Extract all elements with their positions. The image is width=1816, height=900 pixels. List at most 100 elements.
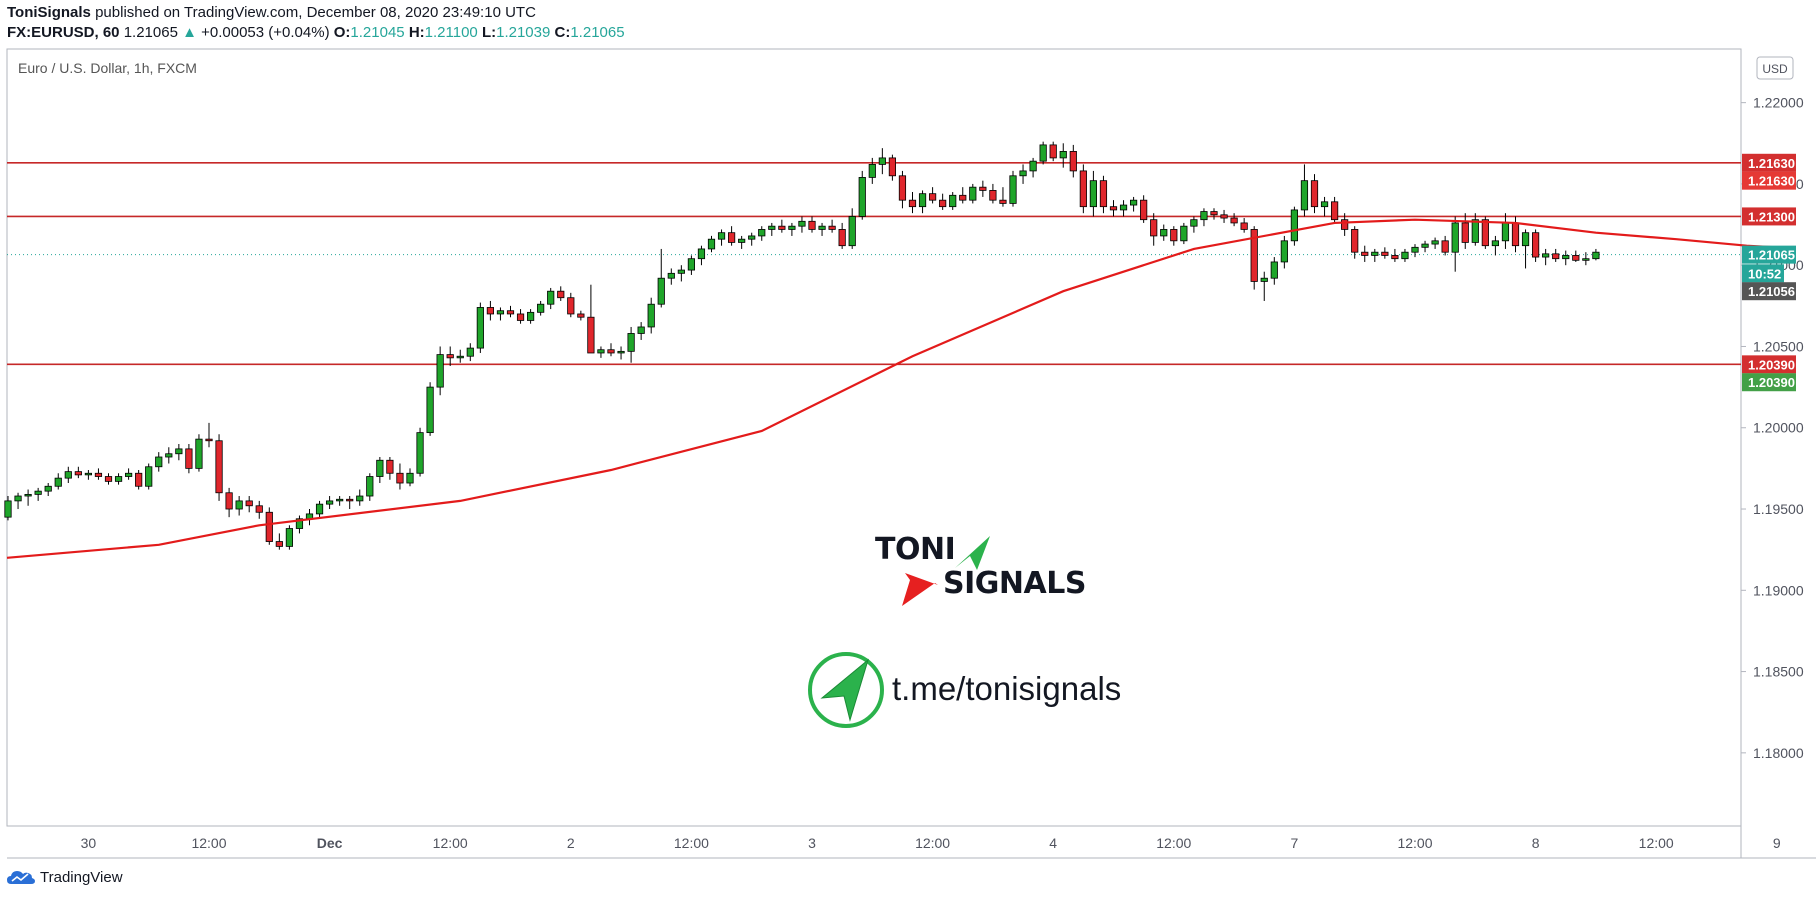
candle-body: [185, 448, 193, 469]
candle-body: [1532, 232, 1540, 258]
time-tick-label: 12:00: [674, 835, 709, 851]
candle-body: [537, 303, 545, 313]
candle-body: [1401, 251, 1409, 260]
candle-body: [1230, 217, 1238, 224]
moving-average-line: [6, 218, 1777, 559]
high-value: 1.21100: [424, 24, 478, 41]
candle-body: [1210, 211, 1218, 216]
candle-body: [215, 440, 223, 494]
price-tick-label: 1.20000: [1753, 420, 1804, 436]
price-tag-label: 1.21300: [1748, 209, 1795, 224]
candle-body: [1521, 232, 1530, 247]
publisher-name[interactable]: ToniSignals: [7, 4, 91, 21]
telegram-link[interactable]: t.me/tonisignals: [892, 670, 1122, 707]
candle-body: [557, 290, 565, 299]
time-tick-label: 3: [808, 835, 816, 851]
candle-body: [908, 199, 917, 208]
candle-body: [4, 500, 12, 518]
candle-body: [868, 164, 876, 178]
tradingview-footer[interactable]: TradingView: [6, 868, 123, 886]
candle-body: [1371, 251, 1379, 256]
candle-body: [999, 199, 1007, 204]
published-text: published on TradingView.com, December 0…: [95, 4, 536, 21]
candle-body: [44, 485, 52, 492]
time-tick-label: 12:00: [1397, 835, 1432, 851]
chart-title: Euro / U.S. Dollar, 1h, FXCM: [18, 60, 197, 76]
candle-body: [235, 500, 243, 510]
candle-body: [1341, 219, 1349, 230]
candle-body: [426, 386, 434, 434]
candle-body: [888, 157, 897, 177]
time-tick-label: 12:00: [915, 835, 950, 851]
candle-body: [285, 528, 294, 547]
candle-body: [476, 307, 484, 349]
time-tick-label: 12:00: [191, 835, 226, 851]
candle-body: [1552, 253, 1560, 260]
candle-body: [1099, 180, 1108, 208]
candle-body: [1079, 170, 1087, 208]
candle-body: [356, 495, 364, 502]
candle-body: [54, 477, 62, 487]
candle-body: [486, 307, 495, 315]
price-tag-label: 1.21630: [1748, 156, 1795, 171]
low-value: 1.21039: [496, 24, 551, 41]
candle-body: [1039, 144, 1047, 162]
candle-body: [516, 313, 525, 321]
candle-body: [376, 459, 384, 477]
last-price: 1.21065: [123, 24, 178, 41]
candle-body: [979, 186, 987, 191]
open-label: O:: [333, 24, 351, 41]
candle-body: [929, 193, 937, 201]
candle-body: [527, 311, 535, 321]
candle-body: [94, 472, 103, 477]
telegram-arrow-icon: [820, 658, 869, 722]
candle-body: [828, 225, 836, 230]
candle-body: [1572, 255, 1580, 261]
candle-body: [587, 316, 595, 354]
candle-body: [969, 186, 977, 201]
candle-body: [738, 238, 746, 243]
logo-red-arrow-icon: [902, 573, 938, 606]
candle-body: [687, 258, 696, 271]
up-arrow-icon: ▲: [182, 24, 197, 41]
candle-body: [165, 453, 173, 458]
candle-body: [456, 355, 464, 359]
candle-body: [1049, 144, 1057, 159]
candle-body: [205, 438, 213, 442]
candle-body: [1270, 261, 1278, 279]
candle-body: [1170, 229, 1178, 242]
candle-body: [1431, 240, 1439, 245]
price-tag-box: [1742, 282, 1796, 301]
symbol-info: FX:EURUSD, 60 1.21065 ▲ +0.00053 (+0.04%…: [7, 24, 625, 41]
candle-body: [225, 492, 233, 510]
candle-body: [577, 313, 585, 318]
candle-body: [1582, 258, 1590, 261]
symbol-label: FX:EURUSD, 60: [7, 24, 120, 41]
candle-body: [1130, 199, 1138, 206]
price-tag-label: 1.21056: [1748, 284, 1795, 299]
currency-label: USD: [1762, 62, 1788, 76]
time-tick-label: 2: [567, 835, 575, 851]
candle-body: [677, 269, 685, 274]
candle-body: [74, 471, 82, 476]
price-tag-box: [1742, 207, 1796, 226]
time-tick-label: 12:00: [433, 835, 468, 851]
candle-body: [386, 459, 394, 474]
candle-body: [949, 194, 957, 208]
close-label: C:: [554, 24, 571, 41]
logo-green-arrow-icon: [955, 536, 990, 570]
candle-body: [1471, 219, 1479, 243]
candle-body: [496, 310, 505, 315]
price-tag-box: [1742, 153, 1796, 172]
candle-body: [597, 349, 605, 354]
candle-body: [657, 277, 665, 305]
candle-body: [1421, 243, 1429, 248]
candle-body: [878, 157, 886, 165]
candle-body: [1562, 255, 1570, 260]
candle-body: [195, 438, 203, 469]
candle-body: [1140, 199, 1148, 221]
candle-body: [717, 232, 726, 240]
candle-body: [1160, 229, 1168, 237]
candle-body: [989, 190, 997, 201]
